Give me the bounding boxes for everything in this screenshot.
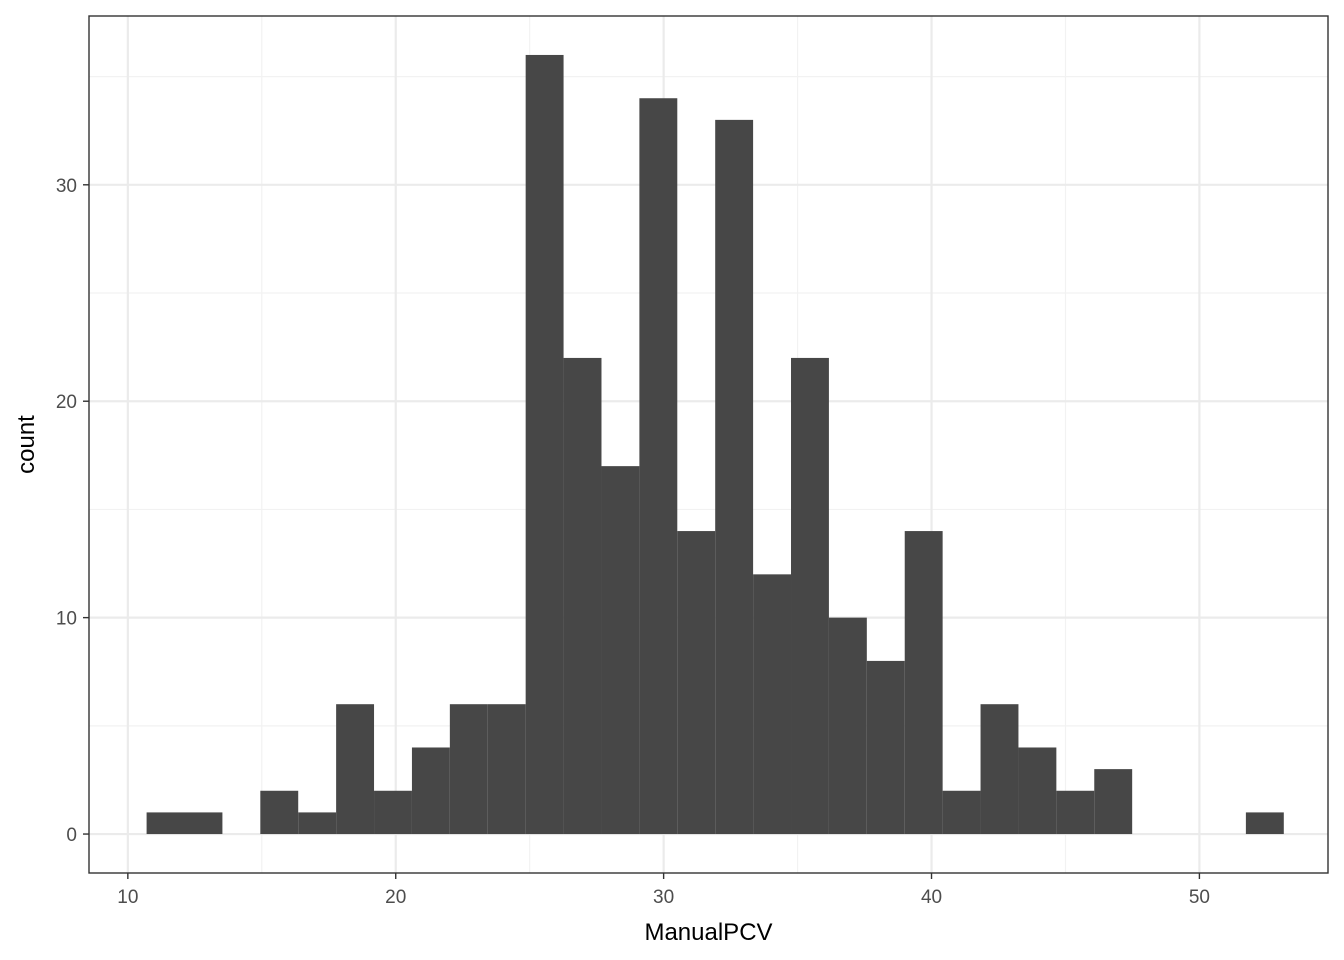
histogram-bars bbox=[146, 54, 1284, 835]
histogram-bar bbox=[1018, 747, 1057, 835]
histogram-bar bbox=[336, 704, 375, 835]
y-tick-label: 30 bbox=[56, 176, 77, 197]
histogram-bar bbox=[715, 119, 754, 835]
histogram-bar bbox=[563, 357, 602, 835]
histogram-bar bbox=[146, 812, 185, 835]
histogram-bar bbox=[828, 617, 867, 835]
x-axis-title: ManualPCV bbox=[644, 919, 772, 946]
histogram-bar bbox=[525, 54, 564, 835]
histogram-bar bbox=[260, 790, 299, 835]
plot-panel-border bbox=[88, 15, 1329, 874]
histogram-bar bbox=[298, 812, 337, 835]
y-tick-label: 20 bbox=[56, 392, 77, 413]
y-axis-title: count bbox=[13, 415, 40, 474]
y-tick-label: 0 bbox=[66, 825, 77, 846]
histogram-bar bbox=[487, 704, 526, 835]
histogram-bar bbox=[1245, 812, 1284, 835]
histogram-bar bbox=[980, 704, 1019, 835]
x-tick-label: 50 bbox=[1189, 887, 1210, 908]
x-tick-label: 20 bbox=[385, 887, 406, 908]
histogram-bar bbox=[942, 790, 981, 835]
histogram-bar bbox=[904, 531, 943, 835]
histogram-bar bbox=[411, 747, 450, 835]
histogram-bar bbox=[1094, 769, 1133, 835]
histogram-bar bbox=[791, 357, 829, 835]
histogram-bar bbox=[601, 466, 640, 835]
histogram-bar bbox=[449, 704, 488, 835]
histogram-bar bbox=[866, 660, 905, 835]
histogram-bar bbox=[1056, 790, 1095, 835]
histogram-bar bbox=[753, 574, 792, 835]
x-tick-label: 30 bbox=[653, 887, 674, 908]
histogram-bar bbox=[374, 790, 412, 835]
y-axis: 0 10 20 30 bbox=[56, 176, 89, 846]
y-tick-label: 10 bbox=[56, 609, 77, 630]
x-axis: 10 20 30 40 50 bbox=[117, 873, 1210, 908]
histogram-bar bbox=[677, 531, 716, 835]
histogram-bar bbox=[184, 812, 223, 835]
histogram-bar bbox=[639, 98, 678, 835]
x-tick-label: 40 bbox=[921, 887, 942, 908]
x-tick-label: 10 bbox=[117, 887, 138, 908]
